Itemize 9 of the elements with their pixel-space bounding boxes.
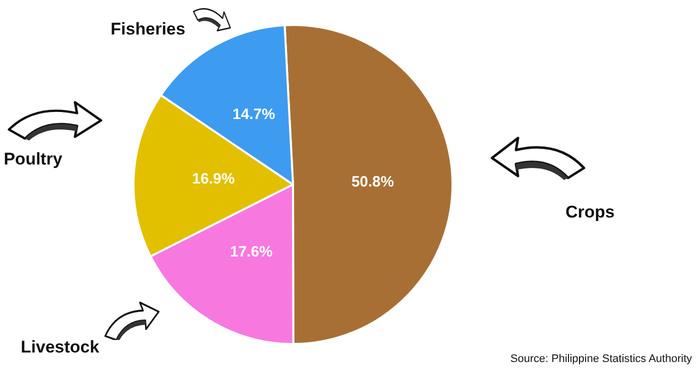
data-label: 14.7% <box>232 106 276 124</box>
slice-label: Fisheries <box>110 20 186 39</box>
slice-label: Poultry <box>4 150 63 169</box>
slice-label: Crops <box>565 202 615 222</box>
slice-label: Livestock <box>20 338 100 357</box>
source-note: Source: Philippine Statistics Authority <box>510 353 692 365</box>
data-label: 16.9% <box>192 170 235 188</box>
data-label: 17.6% <box>230 244 273 261</box>
data-label: 50.8% <box>351 173 394 190</box>
